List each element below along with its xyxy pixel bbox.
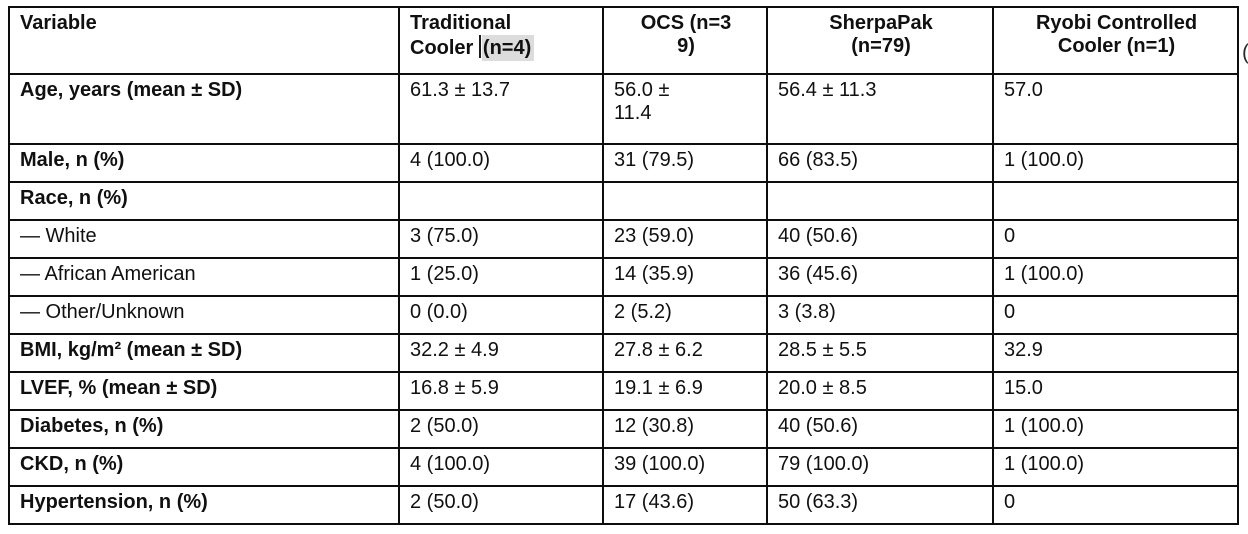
row-label-age[interactable]: Age, years (mean ± SD) [8, 73, 400, 145]
cell-lvef-sherpapak[interactable]: 20.0 ± 8.5 [766, 371, 994, 411]
row-label-diabetes[interactable]: Diabetes, n (%) [8, 409, 400, 449]
cell-aa-ocs[interactable]: 14 (35.9) [602, 257, 768, 297]
cell-male-traditional[interactable]: 4 (100.0) [398, 143, 604, 183]
table-row-hypertension: Hypertension, n (%) 2 (50.0) 17 (43.6) 5… [8, 485, 1239, 525]
header-cell-traditional-cooler[interactable]: Traditional Cooler (n=4) [398, 6, 604, 75]
header-cell-ocs[interactable]: OCS (n=3 9) [602, 6, 768, 75]
cell-other-sherpapak[interactable]: 3 (3.8) [766, 295, 994, 335]
cell-age-ryobi[interactable]: 57.0 [992, 73, 1239, 145]
row-label-lvef[interactable]: LVEF, % (mean ± SD) [8, 371, 400, 411]
cell-age-traditional[interactable]: 61.3 ± 13.7 [398, 73, 604, 145]
cell-diabetes-traditional[interactable]: 2 (50.0) [398, 409, 604, 449]
cell-ckd-traditional[interactable]: 4 (100.0) [398, 447, 604, 487]
cell-bmi-traditional[interactable]: 32.2 ± 4.9 [398, 333, 604, 373]
row-label-ckd[interactable]: CKD, n (%) [8, 447, 400, 487]
cell-white-ryobi[interactable]: 0 [992, 219, 1239, 259]
row-label-white[interactable]: — White [8, 219, 400, 259]
row-label-other-unknown[interactable]: — Other/Unknown [8, 295, 400, 335]
cell-hypertension-ryobi[interactable]: 0 [992, 485, 1239, 525]
cell-race-ocs[interactable] [602, 181, 768, 221]
cell-male-sherpapak[interactable]: 66 (83.5) [766, 143, 994, 183]
cell-diabetes-sherpapak[interactable]: 40 (50.6) [766, 409, 994, 449]
cell-ckd-sherpapak[interactable]: 79 (100.0) [766, 447, 994, 487]
header-cell-sherpapak[interactable]: SherpaPak (n=79) [766, 6, 994, 75]
cell-male-ryobi[interactable]: 1 (100.0) [992, 143, 1239, 183]
clipped-paren-glyph: ( [1242, 42, 1248, 63]
cell-race-sherpapak[interactable] [766, 181, 994, 221]
cell-white-ocs[interactable]: 23 (59.0) [602, 219, 768, 259]
cell-other-ryobi[interactable]: 0 [992, 295, 1239, 335]
cell-ckd-ocs[interactable]: 39 (100.0) [602, 447, 768, 487]
header-cell-ryobi[interactable]: Ryobi Controlled Cooler (n=1) [992, 6, 1239, 75]
cell-ckd-ryobi[interactable]: 1 (100.0) [992, 447, 1239, 487]
cell-lvef-traditional[interactable]: 16.8 ± 5.9 [398, 371, 604, 411]
table-row-ckd: CKD, n (%) 4 (100.0) 39 (100.0) 79 (100.… [8, 447, 1239, 487]
row-label-bmi[interactable]: BMI, kg/m² (mean ± SD) [8, 333, 400, 373]
cell-hypertension-sherpapak[interactable]: 50 (63.3) [766, 485, 994, 525]
table-row-race-other: — Other/Unknown 0 (0.0) 2 (5.2) 3 (3.8) … [8, 295, 1239, 335]
cell-age-ocs[interactable]: 56.0 ± 11.4 [602, 73, 768, 145]
cell-age-sherpapak[interactable]: 56.4 ± 11.3 [766, 73, 994, 145]
cell-diabetes-ryobi[interactable]: 1 (100.0) [992, 409, 1239, 449]
cell-race-ryobi[interactable] [992, 181, 1239, 221]
cell-aa-sherpapak[interactable]: 36 (45.6) [766, 257, 994, 297]
cell-lvef-ryobi[interactable]: 15.0 [992, 371, 1239, 411]
table-row-bmi: BMI, kg/m² (mean ± SD) 32.2 ± 4.9 27.8 ±… [8, 333, 1239, 373]
table-row-male: Male, n (%) 4 (100.0) 31 (79.5) 66 (83.5… [8, 143, 1239, 183]
cell-other-ocs[interactable]: 2 (5.2) [602, 295, 768, 335]
row-label-male[interactable]: Male, n (%) [8, 143, 400, 183]
cell-other-traditional[interactable]: 0 (0.0) [398, 295, 604, 335]
row-label-african-american[interactable]: — African American [8, 257, 400, 297]
cell-hypertension-traditional[interactable]: 2 (50.0) [398, 485, 604, 525]
table-row-race-white: — White 3 (75.0) 23 (59.0) 40 (50.6) 0 [8, 219, 1239, 259]
table-row-race-african-american: — African American 1 (25.0) 14 (35.9) 36… [8, 257, 1239, 297]
cell-white-traditional[interactable]: 3 (75.0) [398, 219, 604, 259]
table-row-age: Age, years (mean ± SD) 61.3 ± 13.7 56.0 … [8, 73, 1239, 145]
cell-bmi-sherpapak[interactable]: 28.5 ± 5.5 [766, 333, 994, 373]
row-label-race[interactable]: Race, n (%) [8, 181, 400, 221]
table-row-race: Race, n (%) [8, 181, 1239, 221]
table-header-row: Variable Traditional Cooler (n=4) OCS (n=… [8, 6, 1239, 75]
cell-race-traditional[interactable] [398, 181, 604, 221]
cell-aa-ryobi[interactable]: 1 (100.0) [992, 257, 1239, 297]
cell-bmi-ocs[interactable]: 27.8 ± 6.2 [602, 333, 768, 373]
row-label-hypertension[interactable]: Hypertension, n (%) [8, 485, 400, 525]
header-traditional-line2-prefix: Cooler [410, 37, 479, 60]
header-traditional-line1: Traditional [410, 12, 512, 34]
table-row-diabetes: Diabetes, n (%) 2 (50.0) 12 (30.8) 40 (5… [8, 409, 1239, 449]
baseline-characteristics-table: Variable Traditional Cooler (n=4) OCS (n=… [8, 6, 1239, 525]
cell-bmi-ryobi[interactable]: 32.9 [992, 333, 1239, 373]
cell-diabetes-ocs[interactable]: 12 (30.8) [602, 409, 768, 449]
table-row-lvef: LVEF, % (mean ± SD) 16.8 ± 5.9 19.1 ± 6.… [8, 371, 1239, 411]
cell-white-sherpapak[interactable]: 40 (50.6) [766, 219, 994, 259]
cell-lvef-ocs[interactable]: 19.1 ± 6.9 [602, 371, 768, 411]
cell-hypertension-ocs[interactable]: 17 (43.6) [602, 485, 768, 525]
text-cursor [478, 35, 481, 59]
cell-aa-traditional[interactable]: 1 (25.0) [398, 257, 604, 297]
header-cell-variable[interactable]: Variable [8, 6, 400, 75]
selected-text-n4[interactable]: (n=4) [481, 35, 535, 62]
cell-male-ocs[interactable]: 31 (79.5) [602, 143, 768, 183]
